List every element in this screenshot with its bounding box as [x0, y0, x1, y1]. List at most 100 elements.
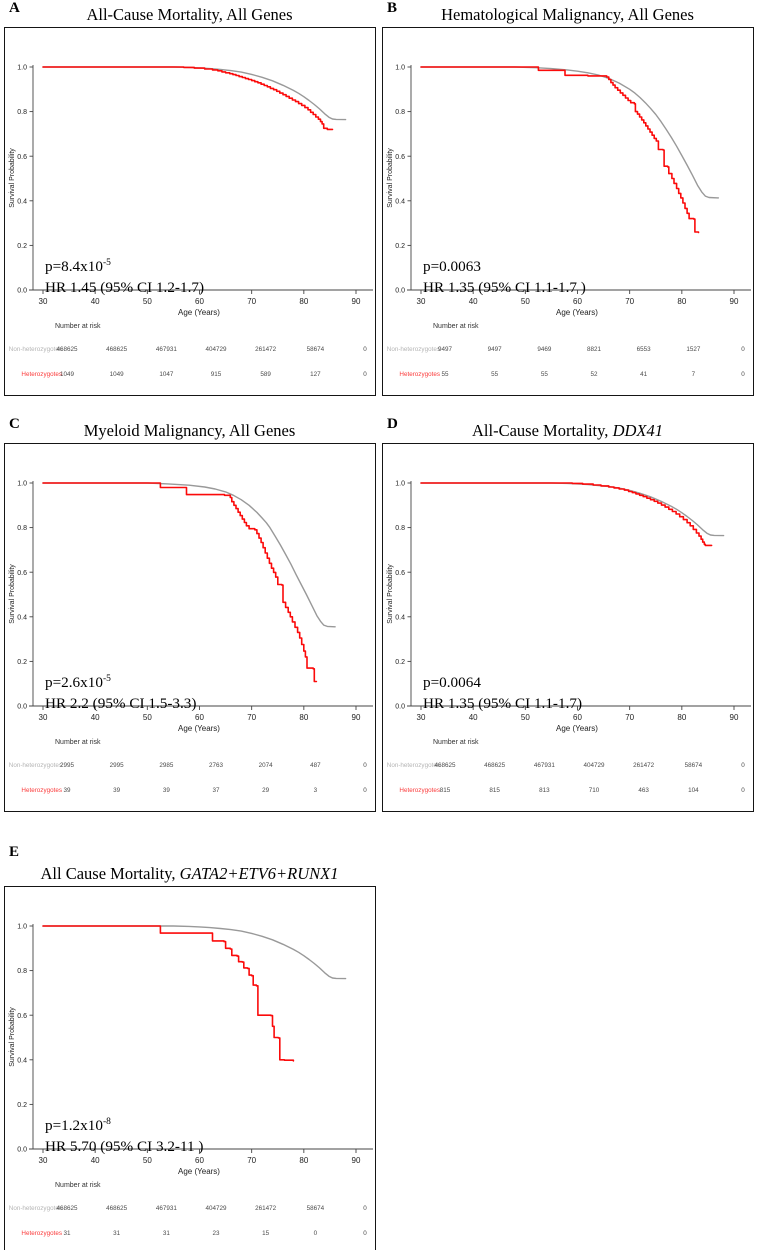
- risk-count: 39: [113, 787, 121, 794]
- x-tick-label: 50: [143, 1156, 152, 1165]
- title-gene-name: DDX41: [612, 421, 663, 440]
- x-tick-label: 40: [91, 1156, 100, 1165]
- y-tick-label: 0.6: [395, 570, 405, 577]
- risk-count: 55: [441, 371, 449, 378]
- risk-row-label-non-heterozygotes: Non-heterozygotes: [9, 1205, 62, 1212]
- hazard-ratio-text: HR 5.70 (95% CI 3.2-11 ): [45, 1138, 203, 1155]
- x-tick-label: 80: [299, 297, 308, 306]
- risk-count: 39: [163, 787, 171, 794]
- p-value-exponent: -5: [103, 674, 111, 684]
- risk-count: 0: [314, 1230, 318, 1237]
- risk-count: 404729: [583, 762, 605, 769]
- x-tick-label: 30: [417, 297, 426, 306]
- p-value-exponent: -5: [103, 258, 111, 268]
- risk-row-label-heterozygotes: Heterozygotes: [399, 371, 440, 378]
- risk-count: 0: [363, 346, 367, 353]
- non-heterozygotes-curve: [42, 482, 336, 628]
- x-tick-label: 50: [521, 713, 530, 722]
- x-tick-label: 70: [247, 1156, 256, 1165]
- risk-count: 31: [63, 1230, 71, 1237]
- y-axis-title: Survival Probability: [387, 148, 394, 208]
- risk-count: 104: [688, 787, 699, 794]
- panel-chart-box: 1.0 0.8 0.6 0.4 0.2 0.0 30 40 50 60 70 80 90 Age (Yea…: [4, 27, 376, 396]
- risk-count: 0: [363, 371, 367, 378]
- risk-table-header: Number at risk: [433, 739, 479, 746]
- risk-count: 0: [363, 762, 367, 769]
- y-tick-label: 0.8: [395, 525, 405, 532]
- x-tick-label: 70: [247, 713, 256, 722]
- p-value-text: p=2.6x10-5: [45, 674, 111, 691]
- panel-title: All Cause Mortality, GATA2+ETV6+RUNX1: [3, 864, 376, 884]
- panel-title: All-Cause Mortality, DDX41: [381, 421, 754, 441]
- hazard-ratio-text: HR 1.35 (95% CI 1.1-1.7 ): [423, 279, 586, 296]
- x-tick-label: 40: [91, 713, 100, 722]
- survival-panel: B Hematological Malignancy, All Genes 1.…: [381, 0, 754, 410]
- x-tick-label: 70: [625, 713, 634, 722]
- y-tick-label: 0.8: [17, 525, 27, 532]
- y-tick-label: 0.0: [17, 288, 27, 295]
- risk-count: 52: [590, 371, 598, 378]
- x-tick-label: 30: [39, 713, 48, 722]
- x-axis-title: Age (Years): [178, 308, 220, 317]
- risk-count: 15: [262, 1230, 270, 1237]
- risk-count: 468625: [106, 346, 128, 353]
- x-axis-title: Age (Years): [556, 724, 598, 733]
- risk-count: 1527: [686, 346, 701, 353]
- risk-count: 813: [539, 787, 550, 794]
- risk-count: 37: [212, 787, 220, 794]
- y-tick-label: 0.0: [395, 704, 405, 711]
- y-axis-title: Survival Probability: [9, 564, 16, 624]
- panel-title: All-Cause Mortality, All Genes: [3, 5, 376, 25]
- heterozygotes-curve: [42, 482, 318, 683]
- non-heterozygotes-curve: [420, 66, 720, 199]
- p-value-exponent: -8: [103, 1117, 111, 1127]
- y-tick-label: 0.8: [17, 968, 27, 975]
- panel-title: Hematological Malignancy, All Genes: [381, 5, 754, 25]
- x-tick-label: 90: [352, 713, 361, 722]
- risk-count: 127: [310, 371, 321, 378]
- risk-count: 1049: [110, 371, 125, 378]
- risk-count: 7: [692, 371, 696, 378]
- y-tick-label: 0.4: [395, 198, 405, 205]
- heterozygotes-curve: [42, 66, 334, 131]
- risk-count: 404729: [205, 1205, 227, 1212]
- risk-row-label-heterozygotes: Heterozygotes: [21, 1230, 62, 1237]
- risk-count: 9497: [488, 346, 503, 353]
- risk-count: 31: [163, 1230, 171, 1237]
- y-tick-label: 0.0: [17, 1147, 27, 1154]
- x-axis-title: Age (Years): [178, 1167, 220, 1176]
- non-heterozygotes-curve: [420, 482, 725, 537]
- x-tick-label: 80: [677, 713, 686, 722]
- risk-count: 9497: [438, 346, 453, 353]
- y-tick-label: 1.0: [395, 65, 405, 72]
- x-tick-label: 70: [625, 297, 634, 306]
- risk-count: 261472: [255, 346, 277, 353]
- risk-table-header: Number at risk: [55, 739, 101, 746]
- x-tick-label: 60: [195, 713, 204, 722]
- x-tick-label: 90: [730, 297, 739, 306]
- risk-count: 39: [63, 787, 71, 794]
- heterozygotes-curve: [420, 482, 713, 547]
- risk-count: 468625: [56, 346, 78, 353]
- survival-panel: A All-Cause Mortality, All Genes 1.0 0.8 0…: [3, 0, 376, 410]
- risk-count: 58674: [307, 1205, 325, 1212]
- x-tick-label: 40: [469, 713, 478, 722]
- y-axis-title: Survival Probability: [9, 1007, 16, 1067]
- survival-panel: E All Cause Mortality, GATA2+ETV6+RUNX1 …: [3, 844, 376, 1250]
- y-tick-label: 0.2: [395, 659, 405, 666]
- x-tick-label: 90: [352, 1156, 361, 1165]
- hazard-ratio-text: HR 1.35 (95% CI 1.1-1.7): [423, 695, 582, 712]
- x-tick-label: 30: [39, 297, 48, 306]
- x-tick-label: 60: [573, 297, 582, 306]
- y-tick-label: 1.0: [17, 924, 27, 931]
- risk-count: 468625: [434, 762, 456, 769]
- panel-chart-box: 1.0 0.8 0.6 0.4 0.2 0.0 30 40 50 60 70 80 90 Age (Yea…: [382, 443, 754, 812]
- x-tick-label: 80: [677, 297, 686, 306]
- risk-count: 2995: [60, 762, 75, 769]
- x-tick-label: 90: [730, 713, 739, 722]
- risk-table-header: Number at risk: [433, 323, 479, 330]
- panel-chart-box: 1.0 0.8 0.6 0.4 0.2 0.0 30 40 50 60 70 80 90 Age (Yea…: [4, 886, 376, 1250]
- panel-chart-box: 1.0 0.8 0.6 0.4 0.2 0.0 30 40 50 60 70 80 90 Age (Yea…: [382, 27, 754, 396]
